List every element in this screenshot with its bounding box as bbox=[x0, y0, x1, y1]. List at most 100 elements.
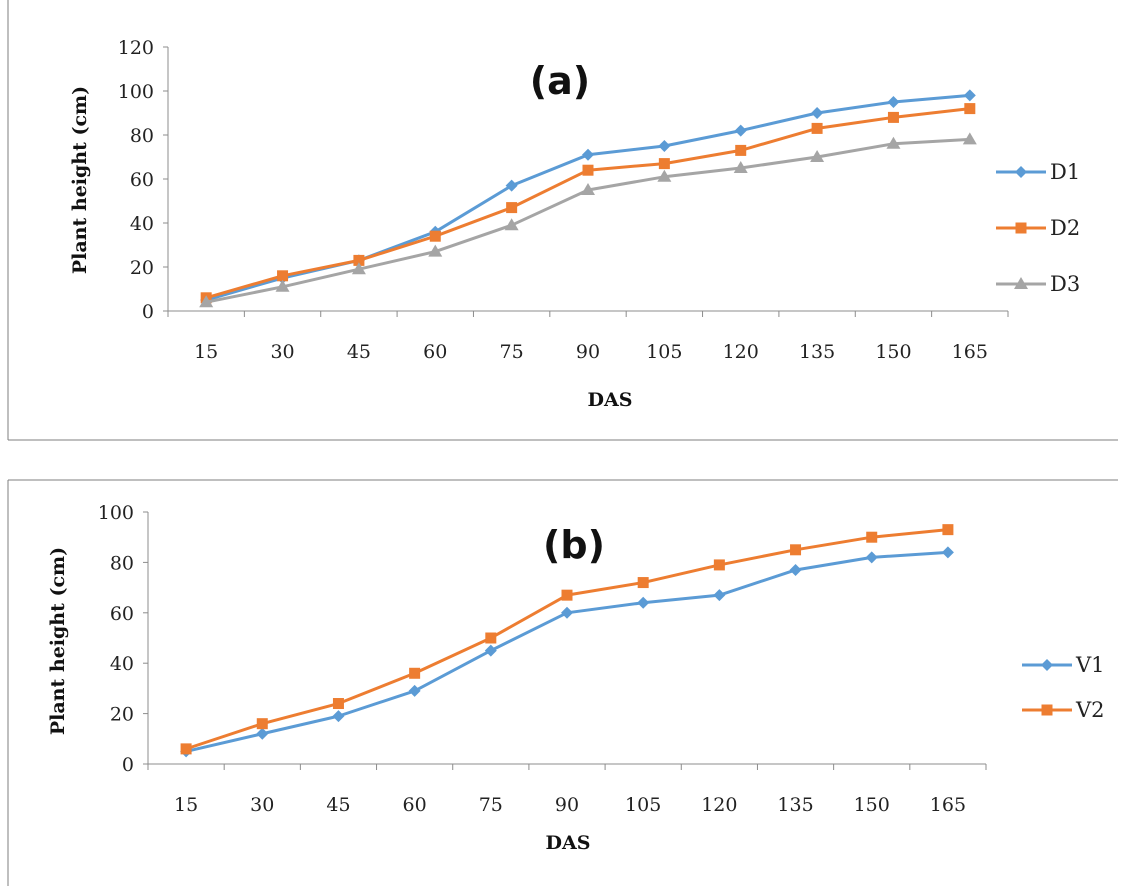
series-V1-point bbox=[408, 684, 421, 697]
chart-b-y-tick-label: 0 bbox=[122, 754, 134, 776]
chart-b-x-tick-label: 90 bbox=[555, 794, 579, 816]
series-V2-point bbox=[561, 589, 573, 601]
chart-b-y-tick-label: 40 bbox=[110, 653, 134, 675]
series-D1-point bbox=[887, 96, 900, 108]
series-D1-point bbox=[505, 179, 518, 192]
legend-V2-label: V2 bbox=[1075, 698, 1105, 722]
chart-panel-a: (a) DAS Plant height (cm) 0 20 40 60 80 100 12… bbox=[7, 0, 1118, 441]
series-V2-point bbox=[180, 743, 192, 755]
series-D3-point bbox=[504, 218, 519, 231]
chart-b-x-tick-label: 15 bbox=[174, 794, 198, 816]
legend-D1-label: D1 bbox=[1050, 160, 1080, 184]
chart-b-x-tick-label: 45 bbox=[326, 794, 350, 816]
series-D3-point bbox=[351, 262, 366, 275]
chart-b-title: (b) bbox=[543, 523, 605, 567]
chart-b-y-tick-label: 100 bbox=[98, 502, 134, 524]
series-D2-line bbox=[205, 107, 970, 300]
chart-a-y-tick-label: 100 bbox=[118, 81, 154, 103]
chart-a-x-tick-label: 165 bbox=[952, 341, 988, 363]
chart-a-x-tick-label: 75 bbox=[500, 341, 524, 363]
chart-b-y-tick-label: 80 bbox=[110, 552, 134, 574]
series-V2-point bbox=[485, 632, 497, 644]
series-D3-point bbox=[886, 136, 901, 149]
chart-b-x-tick-label: 60 bbox=[403, 794, 427, 816]
chart-a-y-tick-label: 80 bbox=[130, 125, 154, 147]
series-D1-point bbox=[658, 140, 671, 152]
legend-D2-swatch-marker bbox=[1015, 222, 1027, 234]
legend-V2-swatch-marker bbox=[1041, 704, 1053, 716]
series-D3-point bbox=[199, 295, 214, 308]
series-V2-point bbox=[942, 524, 954, 536]
chart-a-y-tick-label: 0 bbox=[142, 301, 154, 323]
chart-b-x-tick-label: 120 bbox=[701, 794, 737, 816]
series-V1-point bbox=[941, 546, 954, 559]
chart-a-x-tick-label: 120 bbox=[723, 341, 759, 363]
series-V2-point bbox=[713, 559, 725, 571]
legend-D2-label: D2 bbox=[1050, 216, 1080, 240]
series-D2-point bbox=[658, 158, 670, 170]
chart-b-xlabel: DAS bbox=[546, 832, 591, 854]
chart-a-ylabel: Plant height (cm) bbox=[69, 86, 91, 274]
series-D2-point bbox=[353, 254, 365, 266]
chart-b-y-tick-label: 20 bbox=[110, 704, 134, 726]
series-D2-point bbox=[429, 230, 441, 242]
series-V1-point bbox=[561, 606, 573, 619]
chart-b-x-tick-label: 75 bbox=[479, 794, 503, 816]
series-V2-point bbox=[866, 531, 878, 543]
chart-b-y-tick-label: 60 bbox=[110, 603, 134, 625]
series-D1-point bbox=[582, 148, 594, 161]
chart-b-x-tick-label: 105 bbox=[625, 794, 661, 816]
series-V2-point bbox=[637, 577, 649, 589]
chart-b-ylabel: Plant height (cm) bbox=[47, 547, 69, 735]
series-V2-point bbox=[332, 698, 344, 710]
series-V1-point bbox=[789, 563, 802, 576]
chart-a-svg: (a) DAS Plant height (cm) 0 20 40 60 80 100 12… bbox=[7, 0, 1118, 441]
chart-a-y-tick-label: 120 bbox=[118, 37, 154, 59]
series-D3-point bbox=[275, 279, 290, 292]
chart-a-x-tick-label: 60 bbox=[423, 341, 447, 363]
series-V1-line bbox=[185, 550, 949, 753]
chart-b-x-tick-label: 30 bbox=[250, 794, 274, 816]
series-D2-point bbox=[811, 122, 823, 134]
series-V2-point bbox=[409, 667, 421, 679]
series-D1-point bbox=[734, 124, 747, 137]
series-D3-point bbox=[962, 132, 977, 145]
legend-D1-swatch-marker bbox=[1015, 166, 1027, 178]
series-D2-point bbox=[582, 164, 594, 176]
series-D2-point bbox=[735, 144, 747, 156]
series-D3-point bbox=[581, 183, 595, 195]
series-D3-point bbox=[810, 150, 825, 162]
series-D2-point bbox=[964, 103, 976, 115]
series-D2-point bbox=[506, 202, 518, 214]
series-D3-point bbox=[657, 169, 672, 182]
chart-b-svg: (b) DAS Plant height (cm) 0 20 40 60 80 100 15… bbox=[7, 479, 1118, 886]
chart-b-x-tick-label: 135 bbox=[777, 794, 813, 816]
chart-a-x-tick-label: 90 bbox=[576, 341, 600, 363]
series-V1-point bbox=[332, 710, 345, 723]
series-V1-point bbox=[713, 589, 726, 602]
chart-a-x-tick-label: 135 bbox=[799, 341, 835, 363]
chart-a-y-tick-label: 20 bbox=[130, 257, 154, 279]
chart-a-y-tick-label: 40 bbox=[130, 213, 154, 235]
series-V1-point bbox=[865, 551, 878, 564]
series-V2-point bbox=[256, 718, 268, 730]
chart-a-y-tick-label: 60 bbox=[130, 169, 154, 191]
chart-a-x-tick-label: 150 bbox=[875, 341, 911, 363]
chart-b-x-tick-label: 165 bbox=[930, 794, 966, 816]
chart-a-x-tick-label: 15 bbox=[194, 341, 218, 363]
chart-a-x-tick-label: 105 bbox=[646, 341, 682, 363]
series-D1-point bbox=[811, 107, 824, 119]
series-D3-point bbox=[428, 244, 443, 257]
series-V1-point bbox=[484, 644, 497, 657]
series-D1-point bbox=[963, 89, 976, 102]
series-V1-point bbox=[256, 727, 269, 740]
chart-panel-b: (b) DAS Plant height (cm) 0 20 40 60 80 100 15… bbox=[0, 478, 1125, 886]
legend-V1-label: V1 bbox=[1075, 653, 1105, 677]
chart-a-x-tick-label: 45 bbox=[347, 341, 371, 363]
series-D3-line bbox=[205, 137, 970, 304]
chart-a-x-tick-label: 30 bbox=[270, 341, 294, 363]
legend-D3-swatch-marker bbox=[1014, 277, 1028, 289]
chart-b-x-tick-label: 150 bbox=[854, 794, 890, 816]
legend-D3-label: D3 bbox=[1050, 272, 1080, 296]
chart-a-title: (a) bbox=[530, 59, 590, 103]
